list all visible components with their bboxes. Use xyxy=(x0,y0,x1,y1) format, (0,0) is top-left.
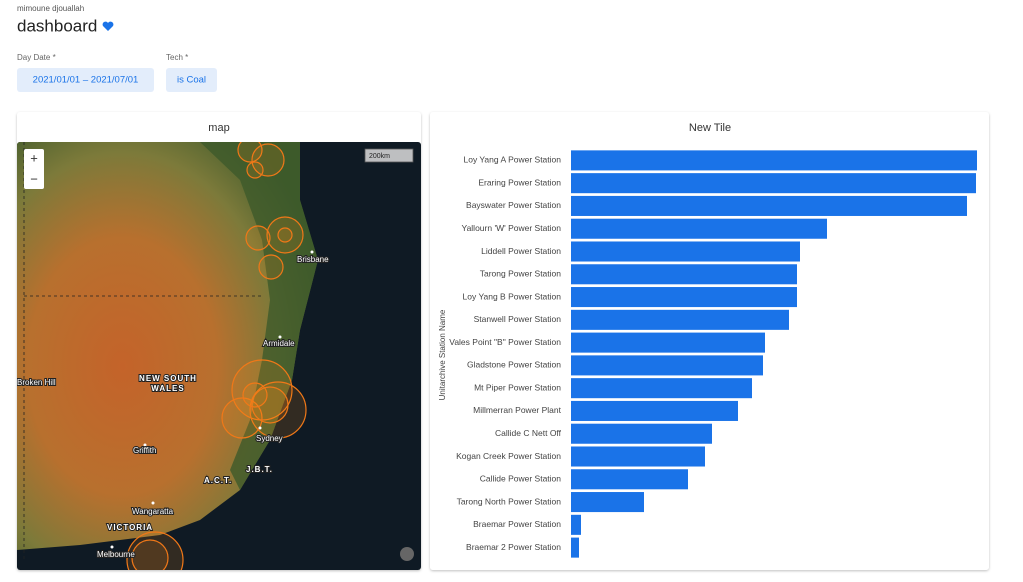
bar xyxy=(571,514,581,535)
bar xyxy=(571,241,800,262)
category-label: Yallourn 'W' Power Station xyxy=(462,223,562,233)
filter-value[interactable]: is Coal xyxy=(177,75,206,86)
bar xyxy=(571,150,977,171)
bar xyxy=(571,492,644,513)
bar xyxy=(571,423,712,444)
category-label: Braemar 2 Power Station xyxy=(466,542,561,552)
zoom-in[interactable]: + xyxy=(30,150,38,165)
user-name: mimoune djouallah xyxy=(17,4,84,13)
map-title: map xyxy=(208,122,229,134)
category-label: Eraring Power Station xyxy=(478,177,561,187)
filter-chip[interactable] xyxy=(166,68,217,92)
category-label: Millmerran Power Plant xyxy=(473,405,561,415)
bar xyxy=(571,378,752,399)
region-label: NEW SOUTH xyxy=(139,374,197,383)
place-dots xyxy=(110,250,314,549)
station-markers xyxy=(126,142,307,570)
category-label: Callide Power Station xyxy=(480,474,562,484)
category-label: Braemar Power Station xyxy=(473,519,561,529)
map[interactable]: Brisbane Armidale Broken Hill NEW SOUTH … xyxy=(17,138,421,582)
place-label: Sydney xyxy=(256,434,283,443)
place-label: Wangaratta xyxy=(132,507,174,516)
zoom-control xyxy=(24,149,44,189)
place-label: Griffith xyxy=(133,446,156,455)
zoom-out[interactable]: − xyxy=(30,171,38,186)
region-label: WALES xyxy=(151,384,184,393)
category-label: Tarong North Power Station xyxy=(457,496,562,506)
category-label: Vales Point "B" Power Station xyxy=(449,337,561,347)
dashboard-title: dashboard xyxy=(17,16,97,35)
filter-value[interactable]: 2021/01/01 – 2021/07/01 xyxy=(33,75,139,86)
category-label: Callide C Nett Off xyxy=(495,428,562,438)
filter-chip[interactable] xyxy=(17,68,154,92)
place-label: Brisbane xyxy=(297,255,329,264)
bar xyxy=(571,400,738,421)
bar xyxy=(571,469,688,490)
category-label: Loy Yang A Power Station xyxy=(463,155,561,165)
category-label: Gladstone Power Station xyxy=(467,360,561,370)
bar xyxy=(571,355,763,376)
category-label: Bayswater Power Station xyxy=(466,200,561,210)
bar xyxy=(571,446,705,467)
favorite-icon[interactable] xyxy=(102,21,114,31)
chart-title: New Tile xyxy=(689,122,731,134)
bar xyxy=(571,264,797,285)
bar xyxy=(571,218,827,239)
bar xyxy=(571,173,976,194)
y-axis-title: Unitarchive Station Name xyxy=(438,309,447,400)
bar xyxy=(571,195,967,216)
region-label: A.C.T. xyxy=(204,476,232,485)
category-label: Kogan Creek Power Station xyxy=(456,451,561,461)
scale-label: 200km xyxy=(369,153,390,160)
filter-label: Tech * xyxy=(166,53,188,62)
bar xyxy=(571,332,765,353)
border xyxy=(23,142,262,560)
bar-chart: Loy Yang A Power Station Eraring Power St… xyxy=(449,150,977,558)
region-label: VICTORIA xyxy=(107,523,153,532)
category-label: Mt Piper Power Station xyxy=(474,382,561,392)
bar xyxy=(571,537,579,558)
bar xyxy=(571,309,789,330)
filter-label: Day Date * xyxy=(17,53,56,62)
scale-bar xyxy=(364,148,414,163)
region-label: J.B.T. xyxy=(246,465,273,474)
info-button[interactable] xyxy=(400,547,414,561)
category-label: Stanwell Power Station xyxy=(474,314,562,324)
bar xyxy=(571,287,797,308)
category-label: Liddell Power Station xyxy=(481,246,561,256)
place-label: Broken Hill xyxy=(17,378,56,387)
place-label: Armidale xyxy=(263,339,295,348)
place-label: Melbourne xyxy=(97,550,135,559)
category-label: Tarong Power Station xyxy=(480,269,562,279)
category-label: Loy Yang B Power Station xyxy=(463,291,562,301)
